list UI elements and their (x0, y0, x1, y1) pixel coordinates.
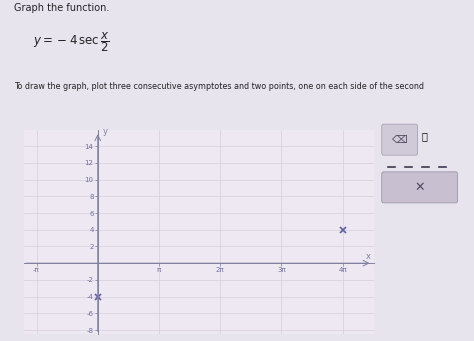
Text: 🔒: 🔒 (421, 131, 427, 142)
Text: ⌫: ⌫ (392, 135, 408, 145)
Text: To draw the graph, plot three consecutive asymptotes and two points, one on each: To draw the graph, plot three consecutiv… (14, 82, 424, 91)
FancyBboxPatch shape (382, 172, 458, 203)
Text: ✕: ✕ (414, 181, 425, 194)
FancyBboxPatch shape (382, 124, 418, 155)
Text: x: x (366, 252, 371, 261)
Text: y: y (102, 127, 108, 136)
Text: $y = -4\,\mathrm{sec}\,\dfrac{x}{2}$: $y = -4\,\mathrm{sec}\,\dfrac{x}{2}$ (33, 31, 110, 54)
Text: Graph the function.: Graph the function. (14, 3, 109, 13)
